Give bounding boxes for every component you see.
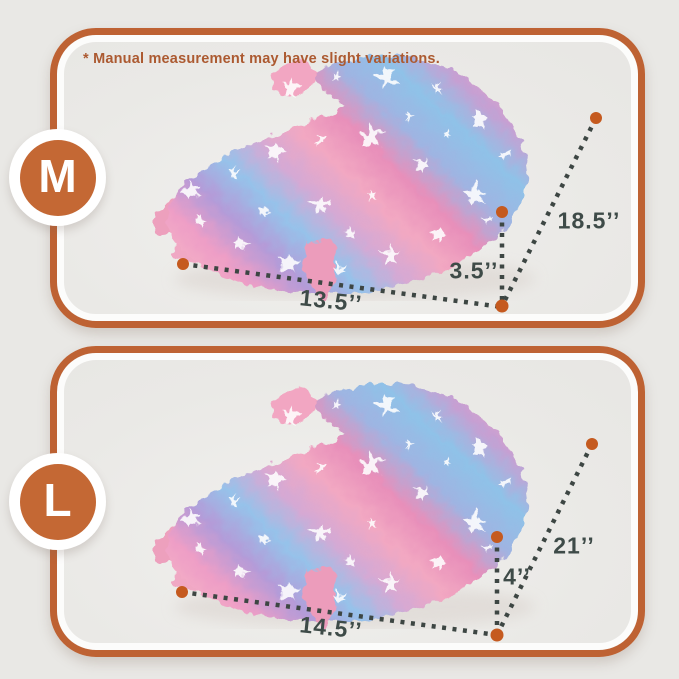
l-depth-label: 4’’ — [503, 563, 531, 590]
size-l-panel — [50, 346, 645, 657]
size-m-badge: M — [9, 129, 106, 226]
size-m-panel — [50, 28, 645, 328]
measurement-disclaimer: * Manual measurement may have slight var… — [83, 51, 440, 67]
size-l-badge: L — [9, 453, 106, 550]
size-l-badge-letter: L — [19, 463, 96, 540]
size-m-badge-letter: M — [19, 139, 96, 216]
m-depth-label: 3.5’’ — [449, 257, 499, 284]
l-diagonal-label: 21’’ — [553, 532, 595, 559]
m-diagonal-label: 18.5’’ — [557, 207, 621, 234]
